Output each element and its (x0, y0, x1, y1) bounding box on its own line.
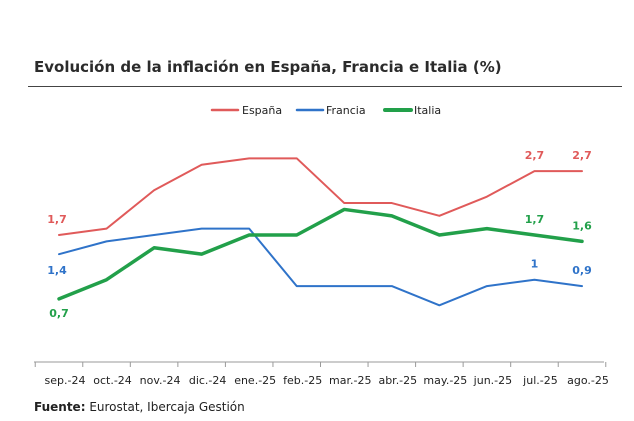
x-tick-label: jul.-25 (522, 374, 558, 387)
x-tick-label: sep.-24 (45, 374, 86, 387)
x-tick-label: oct.-24 (93, 374, 132, 387)
source-text: Eurostat, Ibercaja Gestión (89, 400, 245, 414)
legend-label: Francia (326, 104, 366, 117)
x-tick-label: ago.-25 (567, 374, 609, 387)
data-label: 2,7 (572, 149, 592, 162)
title-divider (28, 86, 622, 87)
data-label: 1,6 (572, 219, 592, 232)
x-tick-label: may.-25 (423, 374, 467, 387)
data-label: 1,7 (47, 213, 67, 226)
data-label: 2,7 (525, 149, 545, 162)
data-label: 1 (531, 258, 539, 271)
x-tick-label: ene.-25 (234, 374, 276, 387)
series-line-italia (57, 207, 584, 301)
legend-label: España (242, 104, 282, 117)
data-label: 0,9 (572, 264, 592, 277)
data-label: 1,7 (525, 213, 545, 226)
series-line-francia (58, 227, 583, 307)
chart-title: Evolución de la inflación en España, Fra… (34, 58, 502, 76)
source-label: Fuente: (34, 400, 86, 414)
source-note: Fuente: Eurostat, Ibercaja Gestión (34, 400, 245, 414)
x-tick-label: mar.-25 (329, 374, 371, 387)
x-tick-label: feb.-25 (283, 374, 322, 387)
x-tick-label: abr.-25 (378, 374, 417, 387)
data-label: 0,7 (49, 307, 69, 320)
x-tick-label: jun.-25 (473, 374, 512, 387)
data-label: 1,4 (47, 264, 67, 277)
x-tick-label: dic.-24 (189, 374, 227, 387)
legend-label: Italia (414, 104, 441, 117)
series-line-españa (58, 157, 583, 236)
x-tick-label: nov.-24 (140, 374, 181, 387)
